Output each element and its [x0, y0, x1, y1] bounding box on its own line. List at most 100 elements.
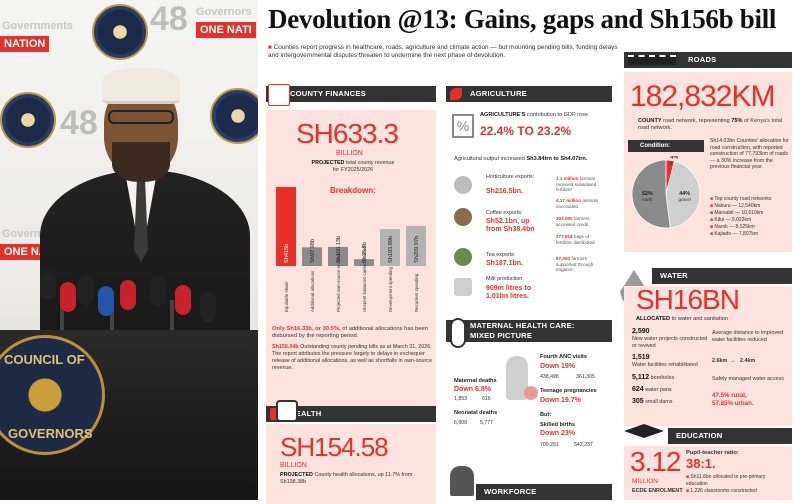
- bar-3: [354, 259, 374, 266]
- water-panel: [624, 286, 792, 426]
- education-note: ■ 1,226 classrooms constructed: [686, 488, 757, 494]
- agriculture-gdp-range: 22.4% TO 23.2%: [480, 124, 572, 138]
- education-enrolled: ECDE ENROLMENT: [632, 488, 683, 494]
- backdrop-red-label: ONE NATI: [196, 22, 256, 38]
- water-stat: 5,112 boreholes: [632, 374, 675, 381]
- percent-growth-icon: %: [452, 114, 474, 138]
- bar-value-label: Sh97.98b: [310, 239, 316, 263]
- pie-slice-gravel: [665, 160, 701, 229]
- microphone: [40, 270, 56, 300]
- agri-note-4: 277,818 bags of fertilizer distributed: [556, 234, 595, 245]
- finance-footnote-1: Only Sh16.33b, or 30.5%, of additional a…: [272, 326, 428, 340]
- education-big-value: 3.12: [630, 446, 681, 477]
- health-big-unit: BILLION: [280, 462, 307, 469]
- neonatal-label: Neonatal deaths: [454, 410, 498, 416]
- child-figure-icon: [506, 356, 528, 400]
- speaker-glasses: [108, 110, 174, 124]
- water-header: WATER: [652, 268, 792, 284]
- maternal-deaths-value: Down 6.8%: [454, 386, 491, 393]
- workforce-header: WORKFORCE: [476, 484, 612, 500]
- top-counties-title: ■ Top county road networks: [710, 196, 772, 202]
- microphone: [200, 292, 216, 322]
- finance-breakdown-chart: Sh415b Equitable share Sh97.98b Additional …: [276, 186, 426, 312]
- top-county: ■ Kajiado — 7,807km: [710, 231, 759, 237]
- tea-value: Sh187.1bn.: [486, 260, 523, 267]
- water-safe: Safely managed water access: [712, 376, 784, 382]
- roads-big-value: 182,832KM: [630, 80, 775, 113]
- mother-icon: [450, 318, 466, 348]
- maternal-deaths-label: Maternal deaths: [454, 378, 497, 384]
- podium-seal: COUNCIL OF GOVERNORS: [0, 335, 105, 455]
- bar-5: [406, 226, 426, 266]
- water-distance: Average distance to improved water facil…: [712, 330, 784, 343]
- bar-value-label: Sh100.13b: [336, 236, 342, 263]
- roads-note: COUNTY road network, representing 75% of…: [638, 118, 783, 131]
- roads-side-note: Sh14.03bn Counties' allocation for road …: [710, 138, 789, 171]
- water-safe-rural: 47.5% rural,: [712, 392, 747, 399]
- council-seal: [92, 4, 148, 60]
- anc-from: 438,498: [540, 374, 559, 380]
- water-distance-arrow: →: [730, 358, 736, 364]
- coffee-label: Coffee exports:: [486, 210, 523, 216]
- teen-label: Teenage pregnancies: [540, 388, 597, 394]
- anc-value: Down 19%: [540, 363, 576, 370]
- bar-category-label: Equitable share: [284, 281, 289, 312]
- condition-label: Condition:: [628, 140, 704, 152]
- top-county: ■ Narok — 8,525km: [710, 224, 755, 230]
- maternal-deaths-to: 616: [482, 396, 491, 402]
- pie-category-label: earth: [642, 197, 653, 202]
- bar-category-label: Unspent balances carried forward: [362, 246, 367, 312]
- council-seal: [0, 92, 56, 148]
- bar-category-label: Development spending: [388, 267, 393, 312]
- road-icon: [628, 55, 676, 65]
- skilled-from: 709,281: [540, 442, 559, 448]
- agri-note-5: 97,000 farmers supported through irrigat…: [556, 256, 594, 273]
- education-big-unit: MILLION: [632, 478, 659, 485]
- education-note: ■ Sh11.6bn allocated to pre-primary educ…: [686, 474, 766, 487]
- microphone: [120, 280, 136, 310]
- leaf-icon: [450, 88, 462, 100]
- agri-note-3: 303,000 farmers accessed credit: [556, 216, 590, 227]
- skilled-value: Down 23%: [540, 430, 576, 437]
- breakdown-title: Breakdown:: [330, 186, 376, 195]
- microphone: [78, 275, 94, 305]
- water-safe-urban: 57.85% urban.: [712, 400, 754, 407]
- bar-category-label: Projected own-source revenue: [336, 252, 341, 312]
- pupil-ratio-label: Pupil-teacher ratio:: [686, 450, 739, 456]
- intro-text: ■ Counties report progress in healthcare…: [268, 44, 618, 60]
- water-stat: 2,590 New water projects constructed or r…: [632, 328, 708, 349]
- education-header: EDUCATION: [668, 428, 792, 444]
- bar-value-label: Sh209.97b: [414, 236, 420, 263]
- health-big-value: SH154.58: [280, 432, 389, 462]
- bar-1: [302, 247, 322, 266]
- top-county: ■ Nakuru — 12,540km: [710, 203, 761, 209]
- teen-value: Down 19.7%: [540, 397, 581, 404]
- horticulture-label: Horticulture exports:: [486, 174, 535, 180]
- bar-2: [328, 246, 348, 266]
- bar-category-label: Recurrent spending: [414, 273, 419, 312]
- milk-value: 909m litres to 1.01bn litres.: [486, 285, 532, 300]
- baby-figure-icon: [524, 386, 538, 400]
- pie-category-label: gravel: [678, 197, 691, 202]
- agri-note-1: 1.1 million farmers received subsidised …: [556, 176, 597, 193]
- anc-label: Fourth ANC visits: [540, 354, 588, 360]
- top-county: ■ Marsabit — 10,610km: [710, 210, 764, 216]
- water-stat: 1,519 Water facilities rehabilitated: [632, 354, 698, 368]
- agriculture-gdp-note: AGRICULTURE'S contribution to GDP rose: [480, 112, 589, 118]
- graduation-cap-icon: [624, 424, 664, 438]
- skilled-label: Skilled births: [540, 422, 576, 428]
- pie-slice-earth: [631, 159, 671, 229]
- county-finances-header: COUNTY FINANCES: [266, 86, 436, 102]
- water-stat: 624 water pans: [632, 386, 672, 393]
- health-projected: PROJECTED County health allocations, up …: [280, 472, 413, 485]
- speaker-cap: [102, 68, 180, 104]
- coffee-icon: [454, 208, 472, 226]
- medical-kit-icon: [276, 400, 298, 422]
- finance-footnote-2: Sh156.04b Outstanding county pending bil…: [272, 344, 433, 371]
- worker-icon: [450, 466, 474, 496]
- pie-label: 4%: [670, 156, 678, 160]
- bar-value-label: Sh415b: [284, 244, 290, 263]
- anc-to: 361,305: [576, 374, 595, 380]
- backdrop-number: 48: [150, 0, 188, 38]
- maternal-deaths-from: 1,853: [454, 396, 467, 402]
